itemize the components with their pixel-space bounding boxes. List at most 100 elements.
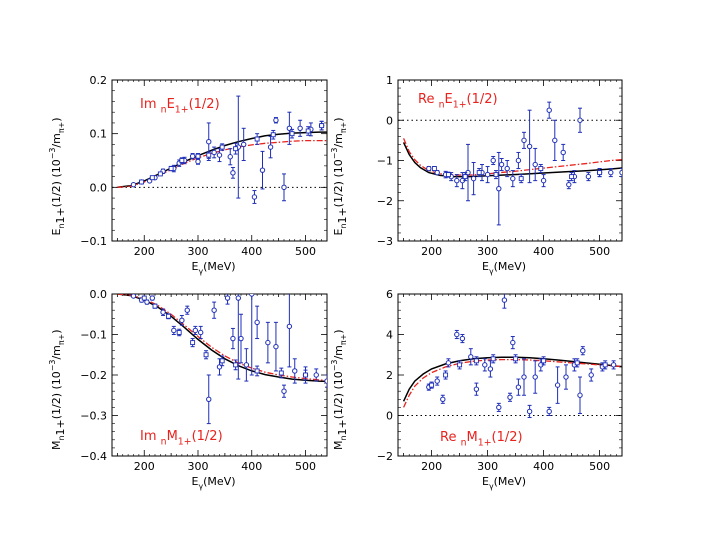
data-marker-circle bbox=[227, 154, 233, 160]
data-marker-circle bbox=[554, 382, 561, 388]
data-marker-square bbox=[538, 166, 544, 172]
data-point bbox=[490, 354, 496, 364]
data-point bbox=[457, 360, 463, 370]
data-marker-circle bbox=[426, 165, 432, 172]
data-marker-square bbox=[445, 172, 451, 178]
x-tick-label: 300 bbox=[477, 245, 498, 258]
data-point bbox=[510, 336, 516, 350]
data-point bbox=[526, 109, 533, 184]
svg-text:Mn1+(1/2) (10−3/mπ+): Mn1+(1/2) (10−3/mπ+) bbox=[330, 329, 349, 450]
data-marker-square bbox=[597, 170, 603, 176]
data-marker-circle bbox=[608, 169, 614, 176]
data-point bbox=[286, 294, 293, 368]
model-curve-solid bbox=[402, 356, 622, 402]
data-point bbox=[504, 160, 510, 178]
data-marker-square bbox=[152, 303, 158, 309]
data-marker-square bbox=[443, 372, 449, 378]
data-marker-circle bbox=[189, 153, 196, 159]
data-point bbox=[470, 162, 477, 196]
data-marker-square bbox=[179, 158, 185, 163]
data-marker-square bbox=[476, 170, 482, 176]
data-marker-circle bbox=[281, 388, 287, 394]
data-marker-circle bbox=[521, 374, 527, 380]
data-marker-square bbox=[569, 174, 575, 180]
data-point bbox=[238, 313, 244, 364]
data-marker-square bbox=[203, 352, 209, 358]
data-marker-circle bbox=[510, 339, 516, 346]
data-point bbox=[270, 129, 276, 140]
data-point bbox=[130, 294, 137, 299]
data-marker-circle bbox=[235, 295, 242, 301]
data-marker-square bbox=[462, 174, 468, 180]
data-point bbox=[518, 174, 524, 184]
x-tick-label: 500 bbox=[295, 460, 316, 473]
data-point bbox=[219, 143, 225, 151]
data-marker-circle bbox=[211, 307, 217, 313]
data-point bbox=[184, 305, 190, 315]
data-point bbox=[233, 359, 239, 371]
data-marker-square bbox=[233, 146, 239, 152]
data-point bbox=[254, 365, 260, 377]
data-point bbox=[577, 376, 583, 414]
data-point bbox=[597, 168, 603, 178]
data-point bbox=[267, 135, 274, 159]
x-axis-label: Eγ(MeV) bbox=[482, 260, 526, 276]
data-marker-circle bbox=[265, 339, 271, 346]
data-point bbox=[490, 155, 496, 166]
data-marker-circle bbox=[540, 177, 547, 184]
plot-area bbox=[398, 294, 622, 419]
data-marker-circle bbox=[197, 329, 204, 336]
x-tick-label: 400 bbox=[533, 460, 554, 473]
data-marker-circle bbox=[224, 295, 231, 301]
x-tick-label: 200 bbox=[134, 460, 155, 473]
data-point bbox=[569, 172, 575, 182]
data-marker-square bbox=[168, 166, 174, 172]
data-point bbox=[580, 346, 586, 356]
data-marker-circle bbox=[240, 141, 247, 148]
data-point bbox=[179, 314, 185, 326]
data-point bbox=[602, 360, 608, 370]
data-point bbox=[546, 101, 552, 119]
y-axis-label: En1+(1/2) (10−3/mπ+) bbox=[48, 117, 67, 235]
data-point bbox=[448, 172, 454, 182]
data-marker-circle bbox=[552, 137, 558, 144]
data-point bbox=[465, 143, 471, 202]
data-point bbox=[292, 358, 298, 384]
data-marker-circle bbox=[211, 149, 217, 156]
data-point bbox=[273, 321, 279, 372]
x-tick-label: 500 bbox=[589, 245, 610, 258]
data-point bbox=[560, 143, 566, 161]
data-point bbox=[227, 148, 233, 166]
data-point bbox=[498, 157, 505, 172]
y-tick-label: −0.1 bbox=[80, 329, 107, 342]
data-point bbox=[501, 294, 508, 309]
data-marker-circle bbox=[297, 125, 303, 132]
data-point bbox=[230, 327, 236, 350]
data-marker-circle bbox=[160, 309, 166, 315]
data-point bbox=[249, 294, 255, 376]
data-point bbox=[192, 325, 199, 335]
data-marker-circle bbox=[254, 319, 260, 326]
x-axis-label: Eγ(MeV) bbox=[192, 260, 236, 276]
data-marker-square bbox=[457, 362, 463, 368]
data-point bbox=[462, 172, 468, 182]
data-point bbox=[189, 153, 196, 160]
data-point bbox=[313, 368, 319, 382]
x-tick-label: 200 bbox=[421, 460, 442, 473]
x-tick-label: 300 bbox=[477, 460, 498, 473]
data-marker-circle bbox=[515, 157, 522, 164]
data-marker-circle bbox=[470, 175, 477, 182]
data-marker-square bbox=[490, 356, 496, 362]
data-point bbox=[286, 111, 293, 145]
data-point bbox=[538, 164, 544, 174]
data-point bbox=[149, 295, 156, 301]
panel-annotation: Im nE1+(1/2) bbox=[140, 97, 220, 116]
x-axis-label: Eγ(MeV) bbox=[482, 475, 526, 491]
x-tick-label: 200 bbox=[421, 245, 442, 258]
data-point bbox=[526, 404, 533, 419]
data-marker-circle bbox=[501, 297, 508, 303]
x-tick-label: 300 bbox=[188, 460, 209, 473]
data-point bbox=[265, 321, 271, 364]
data-marker-circle bbox=[473, 386, 480, 392]
data-point bbox=[230, 166, 236, 179]
